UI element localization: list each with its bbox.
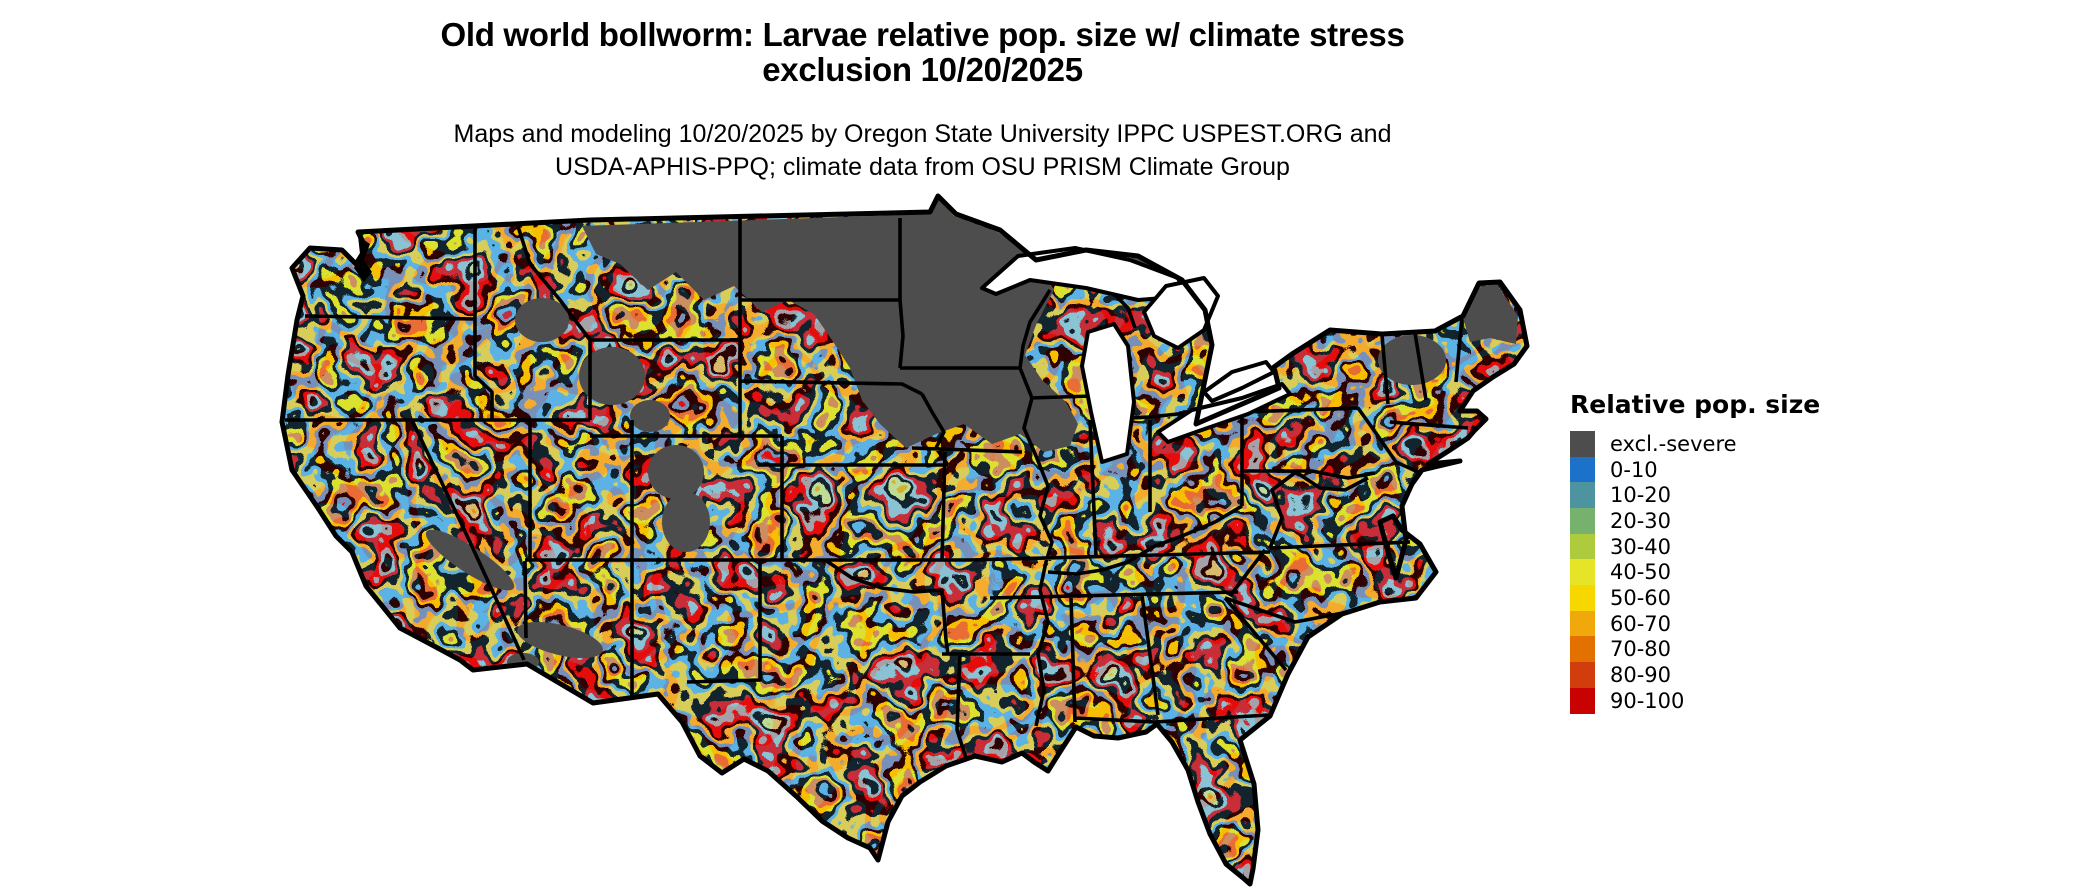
- raster-texture: [282, 196, 1527, 884]
- legend-swatch: [1570, 430, 1595, 457]
- legend-item-label: 30-40: [1610, 534, 1672, 559]
- legend-swatch: [1570, 533, 1595, 560]
- legend-swatch: [1570, 636, 1595, 663]
- legend-item: 60-70: [1570, 610, 1820, 637]
- map-subtitle-line2: USDA-APHIS-PPQ; climate data from OSU PR…: [555, 152, 1290, 181]
- legend-item: 30-40: [1570, 533, 1820, 560]
- legend-swatch: [1570, 687, 1595, 714]
- legend-item-label: 40-50: [1610, 560, 1672, 585]
- legend-item-label: 90-100: [1610, 688, 1685, 713]
- legend-swatch: [1570, 508, 1595, 534]
- map-subtitle-line1: Maps and modeling 10/20/2025 by Oregon S…: [453, 120, 1392, 148]
- legend-item-label: 50-60: [1610, 585, 1672, 610]
- us-risk-map: [230, 170, 1560, 892]
- legend-item-label: 80-90: [1610, 663, 1672, 688]
- legend-item-label: 70-80: [1610, 637, 1672, 662]
- legend-swatch: [1570, 662, 1595, 688]
- legend-swatch: [1570, 610, 1595, 637]
- legend-item: 70-80: [1570, 636, 1820, 663]
- legend-title: Relative pop. size: [1570, 390, 1821, 419]
- map-subtitle: Maps and modeling 10/20/2025 by Oregon S…: [0, 118, 1845, 183]
- excluded-severe-region: [425, 198, 1518, 671]
- legend-swatch: [1570, 482, 1595, 509]
- legend-item: 20-30: [1570, 508, 1820, 534]
- legend-item: 10-20: [1570, 482, 1820, 509]
- legend-item-label: 10-20: [1610, 483, 1672, 508]
- lake-michigan: [1080, 322, 1136, 464]
- lake-huron: [1142, 276, 1220, 350]
- legend-item: 90-100: [1570, 687, 1820, 714]
- legend-swatch: [1570, 585, 1595, 611]
- map-title-line1: Old world bollworm: Larvae relative pop.…: [440, 16, 1405, 53]
- map-title: Old world bollworm: Larvae relative pop.…: [0, 16, 1845, 88]
- legend-item-label: 0-10: [1610, 457, 1658, 482]
- state-borders: [285, 218, 1469, 759]
- legend-item: 50-60: [1570, 585, 1820, 611]
- legend-item: excl.-severe: [1570, 430, 1820, 457]
- legend-swatch: [1570, 559, 1595, 586]
- legend-items: excl.-severe 0-10 10-20 20-30 30-40 40-50 50-6…: [1570, 430, 1820, 714]
- legend-item: 80-90: [1570, 662, 1820, 688]
- legend-item-label: 20-30: [1610, 508, 1672, 533]
- us-map-svg: [230, 170, 1560, 892]
- legend-item: 0-10: [1570, 456, 1820, 483]
- map-legend: Relative pop. size excl.-severe 0-10 10-20…: [1570, 390, 1820, 714]
- legend-item-label: 60-70: [1610, 611, 1672, 636]
- legend-swatch: [1570, 456, 1595, 483]
- legend-item-label: excl.-severe: [1610, 431, 1737, 456]
- legend-item: 40-50: [1570, 559, 1820, 586]
- map-title-line2: exclusion 10/20/2025: [762, 50, 1083, 88]
